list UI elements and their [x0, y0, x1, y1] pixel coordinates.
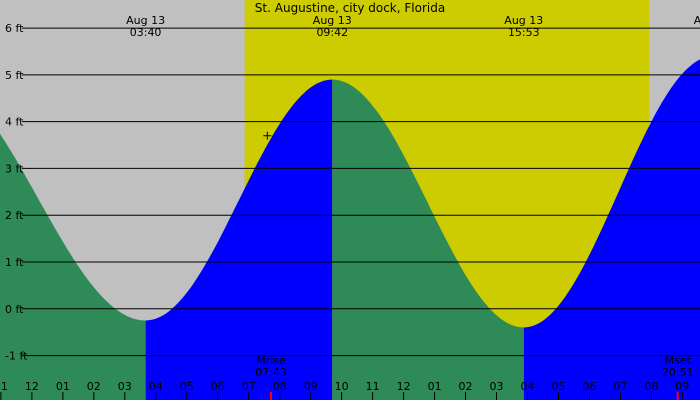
chart-labels: 6 ft 5 ft 4 ft 3 ft 2 ft 1 ft 0 ft -1 ft 11 12 01 0…	[0, 14, 700, 393]
x-tick-label: 02	[459, 380, 473, 393]
x-tick-label: 09	[304, 380, 318, 393]
y-tick-label: 0 ft	[5, 303, 24, 316]
y-tick-label: 4 ft	[5, 116, 24, 129]
tide-date-label: Aug 13	[313, 14, 352, 27]
rising-tide-area-3	[523, 59, 700, 400]
x-tick-label: 08	[644, 380, 658, 393]
x-tick-label: 08	[273, 380, 287, 393]
x-tick-label: 07	[242, 380, 256, 393]
y-tick-label: 6 ft	[5, 22, 24, 35]
current-time-marker	[263, 131, 272, 140]
rising-tide-area-1	[145, 79, 333, 400]
x-tick-label: 01	[56, 380, 70, 393]
falling-tide-area-2	[332, 79, 524, 400]
x-tick-label: 02	[87, 380, 101, 393]
x-tick-label: 06	[582, 380, 596, 393]
moon-event-time: 20:51	[662, 366, 694, 379]
tide-fill	[0, 59, 700, 400]
x-tick-label: 05	[180, 380, 194, 393]
x-tick-label: 03	[118, 380, 132, 393]
x-tick-label: 03	[490, 380, 504, 393]
x-tick-label: 11	[366, 380, 380, 393]
x-tick-label: 06	[211, 380, 225, 393]
x-tick-label: 12	[397, 380, 411, 393]
tide-date-label: Aug 13	[126, 14, 165, 27]
y-tick-label: 3 ft	[5, 162, 24, 175]
tide-date-label: Aug 13	[504, 14, 543, 27]
tide-time-label: 09:42	[316, 26, 348, 39]
y-tick-label: 1 ft	[5, 256, 24, 269]
y-tick-label: -1 ft	[5, 350, 28, 363]
moon-event-time: 07:43	[255, 366, 287, 379]
x-tick-label: 12	[25, 380, 39, 393]
y-tick-label: 5 ft	[5, 69, 24, 82]
x-tick-label: 11	[0, 380, 8, 393]
chart-title: St. Augustine, city dock, Florida	[255, 1, 445, 15]
x-tick-label: 05	[552, 380, 566, 393]
x-tick-label: 07	[613, 380, 627, 393]
x-tick-label: 04	[149, 380, 163, 393]
y-tick-label: 2 ft	[5, 209, 24, 222]
falling-tide-area-0	[0, 133, 146, 400]
x-tick-label: 04	[521, 380, 535, 393]
x-tick-label: 10	[335, 380, 349, 393]
x-tick-label: 01	[428, 380, 442, 393]
tide-time-label: 03:40	[130, 26, 162, 39]
moon-event-label: Mset	[665, 354, 692, 367]
tide-date-label: Aug 13	[694, 14, 700, 27]
x-tick-label: 09	[675, 380, 689, 393]
tide-time-label: 15:53	[508, 26, 540, 39]
grid-lines	[0, 27, 700, 400]
moon-event-label: Mrise	[256, 354, 286, 367]
